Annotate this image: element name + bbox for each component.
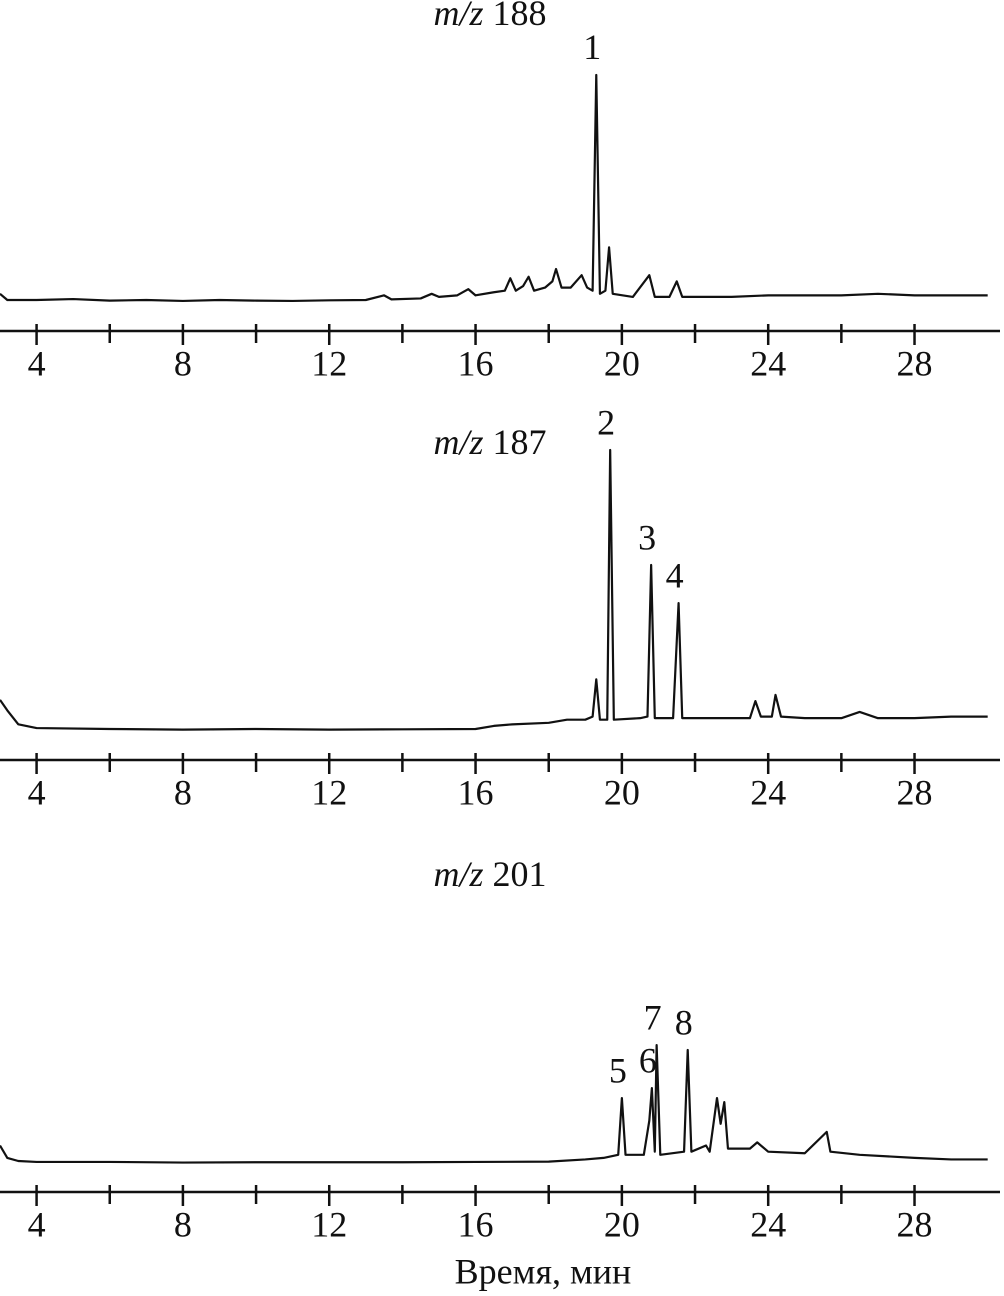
peak-label: 3 xyxy=(638,517,656,557)
title-rest: 187 xyxy=(484,422,547,462)
title-italic: m/z xyxy=(433,854,483,894)
panel-title: m/z 201 xyxy=(433,854,546,894)
trace xyxy=(0,73,988,303)
x-tick-label: 20 xyxy=(604,772,640,812)
x-tick-label: 8 xyxy=(174,1204,192,1244)
peak-label: 7 xyxy=(644,997,662,1037)
title-rest: 201 xyxy=(484,854,547,894)
x-tick-label: 28 xyxy=(897,343,933,383)
x-tick-label: 4 xyxy=(28,772,46,812)
peak-label: 8 xyxy=(675,1002,693,1042)
x-tick-label: 4 xyxy=(28,343,46,383)
panel-title: m/z 188 xyxy=(433,0,546,33)
x-axis-label: Время, мин xyxy=(455,1251,632,1291)
title-italic: m/z xyxy=(433,0,483,33)
x-tick-label: 24 xyxy=(750,343,786,383)
peak-label: 5 xyxy=(609,1050,627,1090)
title-italic: m/z xyxy=(433,422,483,462)
peak-label: 4 xyxy=(666,555,684,595)
x-tick-label: 4 xyxy=(28,1204,46,1244)
x-tick-label: 16 xyxy=(458,343,494,383)
trace xyxy=(0,1043,988,1164)
x-tick-label: 8 xyxy=(174,343,192,383)
x-tick-label: 20 xyxy=(604,1204,640,1244)
x-tick-label: 12 xyxy=(311,772,347,812)
x-tick-label: 28 xyxy=(897,1204,933,1244)
x-tick-label: 8 xyxy=(174,772,192,812)
title-rest: 188 xyxy=(484,0,547,33)
peak-label: 2 xyxy=(597,402,615,442)
x-tick-label: 16 xyxy=(458,1204,494,1244)
x-tick-label: 16 xyxy=(458,772,494,812)
trace xyxy=(0,448,988,731)
peak-label: 6 xyxy=(639,1040,657,1080)
x-tick-label: 28 xyxy=(897,772,933,812)
x-tick-label: 20 xyxy=(604,343,640,383)
x-tick-label: 12 xyxy=(311,343,347,383)
x-tick-label: 24 xyxy=(750,1204,786,1244)
panel-title: m/z 187 xyxy=(433,422,546,462)
peak-label: 1 xyxy=(583,27,601,67)
x-tick-label: 12 xyxy=(311,1204,347,1244)
x-tick-label: 24 xyxy=(750,772,786,812)
